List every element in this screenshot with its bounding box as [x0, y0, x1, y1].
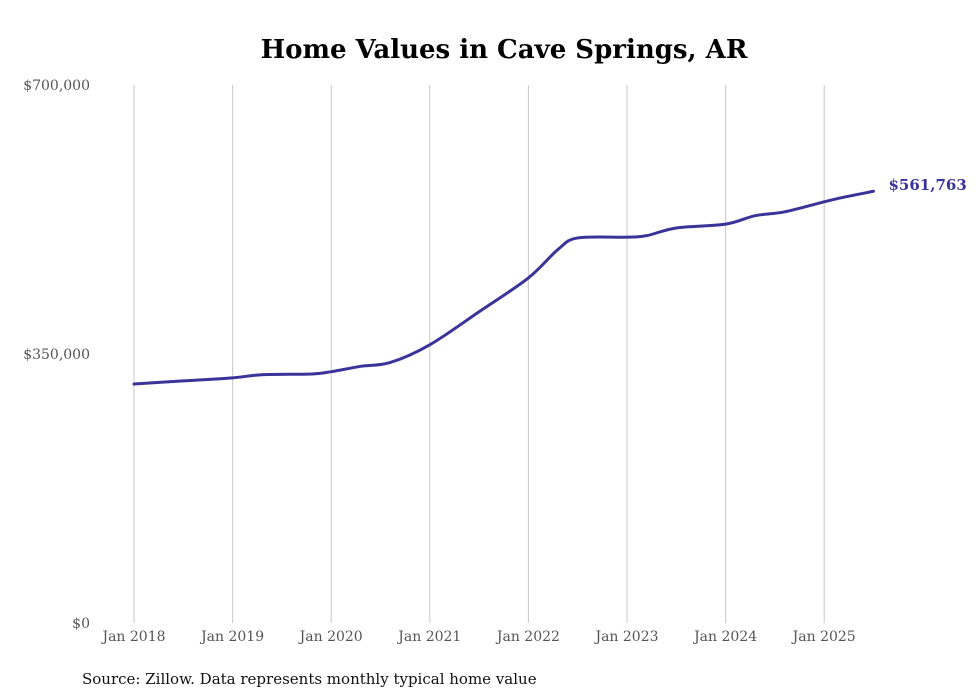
x-tick-label: Jan 2025: [791, 629, 856, 645]
x-tick-label: Jan 2023: [593, 629, 658, 645]
y-tick-label: $350,000: [23, 347, 90, 363]
y-tick-label: $700,000: [23, 78, 90, 94]
x-tick-label: Jan 2024: [692, 629, 757, 645]
series-line-home-value: [132, 189, 875, 386]
chart-title: Home Values in Cave Springs, AR: [261, 35, 748, 65]
x-tick-label: Jan 2018: [100, 629, 165, 645]
x-tick-label: Jan 2019: [199, 629, 264, 645]
x-tick-label: Jan 2021: [396, 629, 461, 645]
y-tick-label: $0: [72, 616, 90, 632]
x-tick-label: Jan 2020: [298, 629, 363, 645]
x-tick-label: Jan 2022: [495, 629, 560, 645]
end-value-label: $561,763: [889, 176, 967, 194]
source-note: Source: Zillow. Data represents monthly …: [82, 670, 537, 688]
